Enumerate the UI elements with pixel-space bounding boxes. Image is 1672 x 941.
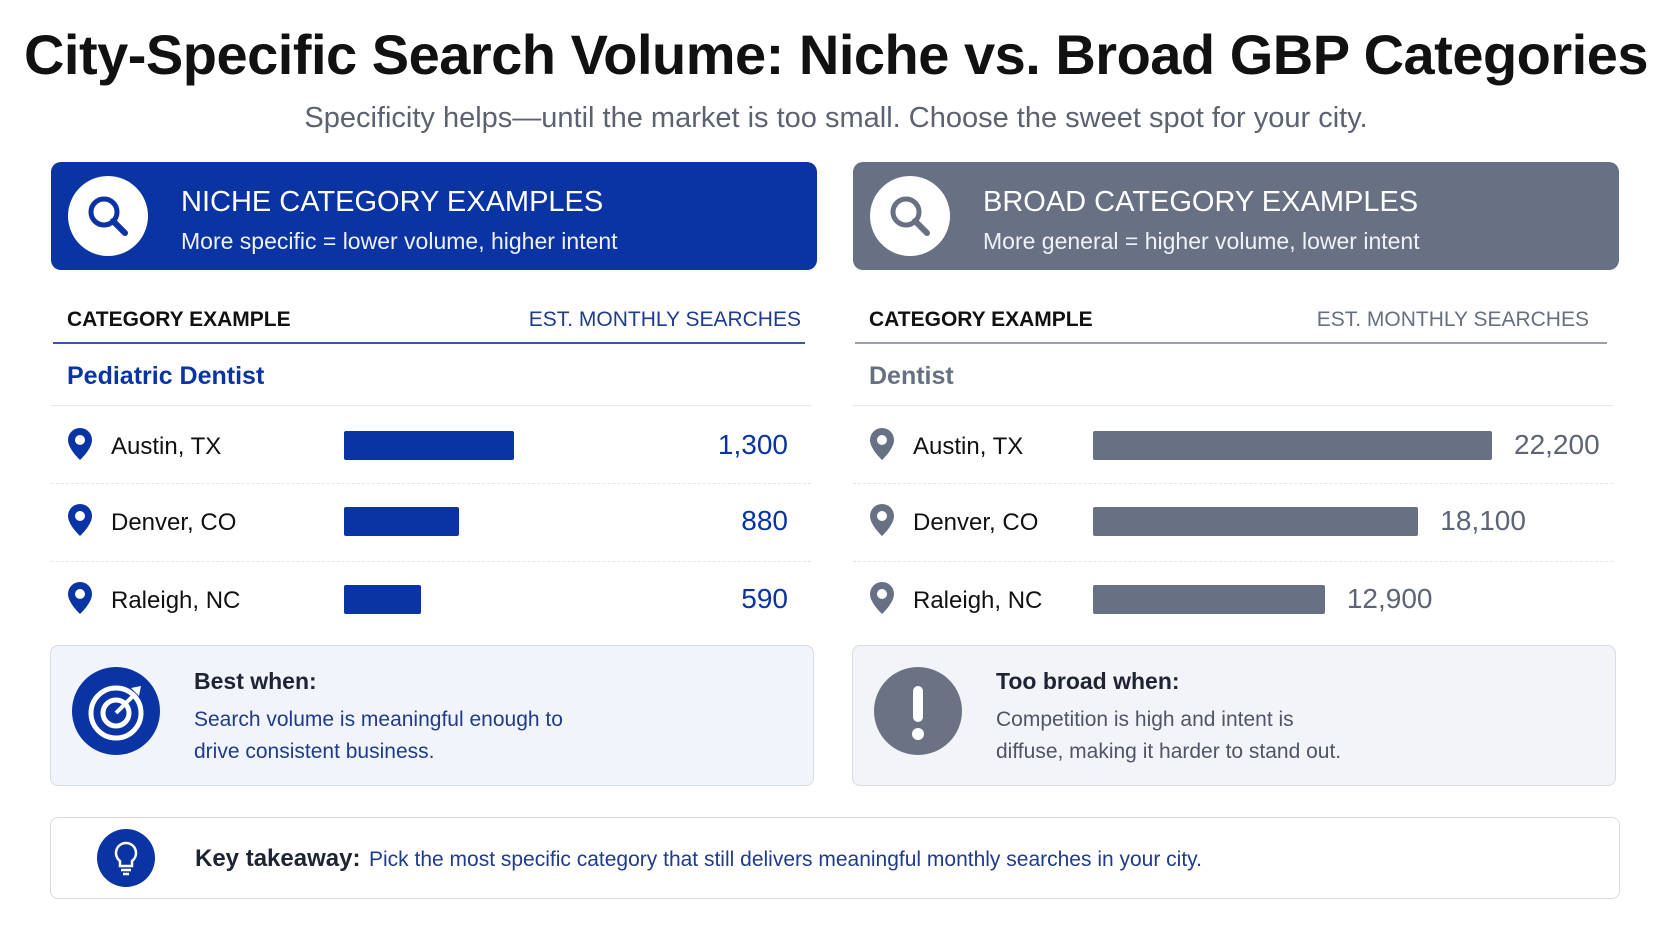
search-icon <box>68 176 148 261</box>
category-name: Pediatric Dentist <box>67 362 265 390</box>
panel-header: BROAD CATEGORY EXAMPLES More general = hi… <box>853 162 1619 270</box>
divider <box>51 561 811 562</box>
divider <box>853 561 1613 562</box>
panel-title: BROAD CATEGORY EXAMPLES <box>983 186 1419 218</box>
column-header: EST. MONTHLY SEARCHES <box>528 308 801 331</box>
divider <box>853 405 1613 406</box>
bar <box>344 507 460 536</box>
takeaway-label: Key takeaway: <box>195 845 361 872</box>
city: Austin, TX <box>111 433 222 460</box>
note-text: Competition is high and intent is diffus… <box>996 708 1342 763</box>
search-icon <box>870 176 950 261</box>
pin-icon <box>867 502 897 543</box>
alert-icon <box>873 666 963 761</box>
value-label: 18,100 <box>1440 505 1526 536</box>
divider <box>51 483 811 484</box>
value-label: 880 <box>741 505 788 536</box>
city: Raleigh, NC <box>111 587 241 614</box>
bar <box>344 585 422 614</box>
city: Raleigh, NC <box>913 587 1043 614</box>
bar <box>344 431 514 460</box>
category-name: Dentist <box>869 362 954 390</box>
header-rule <box>855 342 1607 344</box>
value-label: 1,300 <box>717 429 788 460</box>
value-label: 12,900 <box>1346 583 1433 614</box>
divider <box>853 483 1613 484</box>
bar <box>1093 431 1492 460</box>
note-title: Too broad when: <box>996 668 1180 694</box>
header-rule <box>53 342 805 344</box>
note-text: Search volume is meaningful enough to dr… <box>194 708 563 763</box>
bar <box>1093 585 1325 614</box>
note-box: Too broad when: Competition is high and i… <box>852 645 1616 786</box>
target-icon <box>71 666 161 761</box>
panel-title: NICHE CATEGORY EXAMPLES <box>181 186 604 218</box>
pin-icon <box>867 426 897 467</box>
divider <box>51 405 811 406</box>
pin-icon <box>867 580 897 621</box>
bar <box>1093 507 1419 536</box>
pin-icon <box>65 580 95 621</box>
value-label: 22,200 <box>1514 429 1600 460</box>
title: City-Specific Search Volume: Niche vs. B… <box>23 23 1649 86</box>
city: Denver, CO <box>913 509 1039 536</box>
subtitle: Specificity helps—until the market is to… <box>304 102 1368 134</box>
panel-subtitle: More specific = lower volume, higher int… <box>181 228 618 254</box>
panel-header: NICHE CATEGORY EXAMPLES More specific = l… <box>51 162 817 270</box>
column-header: EST. MONTHLY SEARCHES <box>1316 308 1589 331</box>
column-header: CATEGORY EXAMPLE <box>869 308 1093 331</box>
city: Austin, TX <box>913 433 1024 460</box>
takeaway-text: Pick the most specific category that sti… <box>369 848 1202 871</box>
column-header: CATEGORY EXAMPLE <box>67 308 291 331</box>
panel-subtitle: More general = higher volume, lower inte… <box>983 228 1420 254</box>
takeaway-box: Key takeaway: Pick the most specific cat… <box>50 817 1620 899</box>
city: Denver, CO <box>111 509 237 536</box>
pin-icon <box>65 426 95 467</box>
note-title: Best when: <box>194 668 317 694</box>
value-label: 590 <box>741 583 788 614</box>
bulb-icon <box>97 829 155 887</box>
pin-icon <box>65 502 95 543</box>
note-box: Best when: Search volume is meaningful en… <box>50 645 814 786</box>
